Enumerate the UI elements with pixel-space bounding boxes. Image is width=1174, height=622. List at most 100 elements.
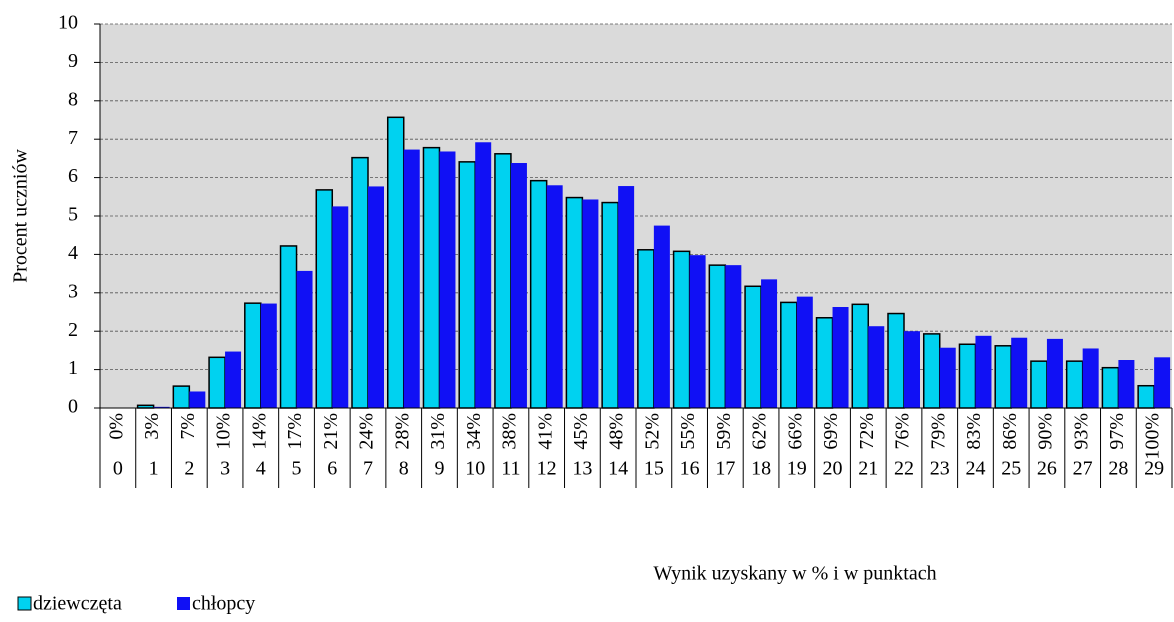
x-tick-label: 38% bbox=[499, 413, 521, 450]
bar bbox=[279, 245, 298, 409]
x-point-label: 24 bbox=[965, 458, 985, 480]
x-tick-label: 55% bbox=[677, 413, 699, 450]
bar bbox=[403, 149, 420, 408]
bar bbox=[475, 142, 492, 408]
x-point-label: 0 bbox=[113, 458, 123, 480]
x-point-label: 28 bbox=[1108, 458, 1128, 480]
bar bbox=[582, 199, 599, 408]
y-tick-label: 10 bbox=[58, 12, 78, 34]
bar bbox=[494, 153, 512, 409]
bar bbox=[1101, 366, 1120, 409]
x-point-label: 9 bbox=[434, 458, 444, 480]
y-tick-label: 4 bbox=[68, 242, 78, 264]
x-tick-label: 52% bbox=[641, 413, 663, 450]
x-tick-label: 0% bbox=[105, 413, 127, 440]
x-tick-label: 62% bbox=[749, 413, 771, 450]
x-tick-label: 34% bbox=[463, 413, 485, 450]
x-tick-label: 90% bbox=[1035, 413, 1057, 450]
y-tick-label: 7 bbox=[68, 127, 78, 149]
bar bbox=[422, 146, 441, 409]
bar bbox=[601, 201, 619, 409]
legend-swatch bbox=[177, 597, 190, 610]
bar bbox=[1065, 360, 1084, 409]
x-tick-label: 69% bbox=[820, 413, 842, 450]
bar bbox=[618, 186, 635, 408]
bar bbox=[887, 312, 905, 409]
legend-label: dziewczęta bbox=[33, 593, 122, 615]
bar bbox=[653, 225, 670, 408]
bar bbox=[332, 206, 349, 408]
bar bbox=[1030, 360, 1048, 409]
bar bbox=[565, 196, 584, 409]
bar bbox=[672, 250, 691, 409]
bar bbox=[1118, 360, 1135, 408]
bar bbox=[780, 301, 798, 409]
x-point-label: 3 bbox=[220, 458, 230, 480]
bar bbox=[225, 351, 242, 408]
bar bbox=[796, 296, 813, 408]
bar bbox=[832, 307, 849, 408]
bar bbox=[244, 302, 262, 409]
x-tick-label: 48% bbox=[606, 413, 628, 450]
x-tick-label: 83% bbox=[963, 413, 985, 450]
y-tick-label: 6 bbox=[68, 165, 78, 187]
x-tick-label: 93% bbox=[1070, 413, 1092, 450]
x-point-label: 8 bbox=[399, 458, 409, 480]
bar bbox=[208, 356, 226, 409]
x-point-label: 19 bbox=[787, 458, 807, 480]
x-point-label: 29 bbox=[1144, 458, 1164, 480]
legend-label: chłopcy bbox=[192, 593, 255, 615]
bar bbox=[1046, 338, 1063, 408]
bar bbox=[386, 116, 405, 409]
bar bbox=[761, 279, 778, 408]
x-point-label: 25 bbox=[1001, 458, 1021, 480]
bar bbox=[851, 303, 870, 409]
x-point-label: 17 bbox=[715, 458, 735, 480]
x-axis-title: Wynik uzyskany w % i w punktach bbox=[653, 563, 936, 585]
bar bbox=[510, 163, 527, 408]
x-tick-label: 76% bbox=[892, 413, 914, 450]
bar bbox=[1082, 348, 1099, 408]
bar bbox=[189, 391, 206, 408]
bar bbox=[458, 161, 476, 409]
bar bbox=[1154, 357, 1171, 408]
x-tick-label: 17% bbox=[284, 413, 306, 450]
bar bbox=[529, 179, 548, 409]
x-tick-label: 3% bbox=[141, 413, 163, 440]
x-point-label: 14 bbox=[608, 458, 628, 480]
x-point-label: 6 bbox=[327, 458, 337, 480]
x-tick-label: 10% bbox=[213, 413, 235, 450]
bar bbox=[708, 264, 727, 409]
x-point-label: 18 bbox=[751, 458, 771, 480]
x-point-label: 10 bbox=[465, 458, 485, 480]
x-point-label: 27 bbox=[1073, 458, 1093, 480]
bar bbox=[368, 186, 384, 408]
bar bbox=[315, 189, 334, 409]
bar bbox=[351, 156, 369, 409]
x-tick-label: 100% bbox=[1142, 413, 1164, 460]
bar bbox=[939, 347, 956, 408]
x-tick-label: 97% bbox=[1106, 413, 1128, 450]
x-tick-label: 59% bbox=[713, 413, 735, 450]
bar bbox=[922, 333, 941, 409]
x-point-label: 2 bbox=[184, 458, 194, 480]
x-tick-label: 41% bbox=[534, 413, 556, 450]
bar bbox=[994, 345, 1012, 409]
bar bbox=[815, 317, 834, 409]
y-tick-label: 0 bbox=[68, 396, 78, 418]
bar bbox=[975, 335, 992, 408]
y-tick-label: 9 bbox=[68, 50, 78, 72]
x-point-label: 13 bbox=[572, 458, 592, 480]
x-tick-label: 21% bbox=[320, 413, 342, 450]
x-tick-label: 28% bbox=[391, 413, 413, 450]
x-point-label: 4 bbox=[256, 458, 266, 480]
x-tick-label: 66% bbox=[784, 413, 806, 450]
bar bbox=[868, 326, 885, 408]
bar bbox=[725, 265, 742, 408]
x-tick-label: 24% bbox=[356, 413, 378, 450]
y-tick-label: 8 bbox=[68, 88, 78, 110]
legend-swatch bbox=[17, 596, 32, 611]
y-tick-label: 1 bbox=[68, 357, 78, 379]
x-point-label: 22 bbox=[894, 458, 914, 480]
